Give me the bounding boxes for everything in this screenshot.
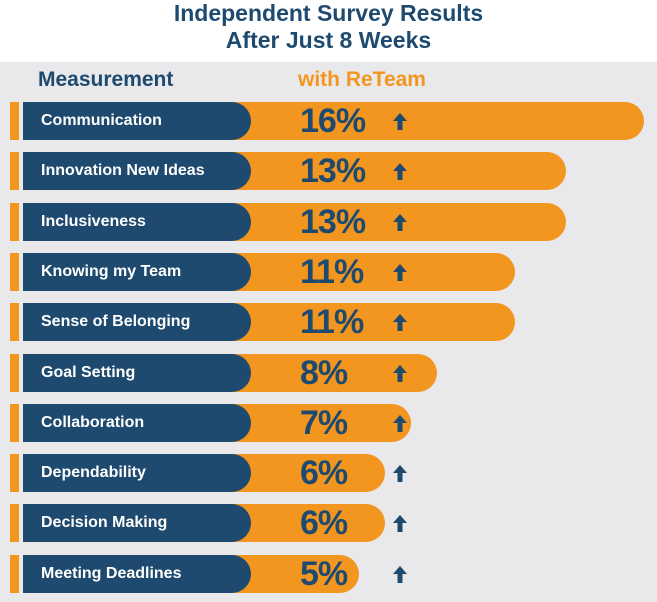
bar-row: Decision Making 6% xyxy=(0,504,657,542)
row-accent-stub xyxy=(10,454,19,492)
category-label: Inclusiveness xyxy=(23,203,251,241)
category-label: Sense of Belonging xyxy=(23,303,251,341)
value-label: 16% xyxy=(300,102,366,140)
row-accent-stub xyxy=(10,102,19,140)
title-line-1: Independent Survey Results xyxy=(173,0,484,26)
category-label: Knowing my Team xyxy=(23,253,251,291)
value-bar xyxy=(230,253,515,291)
category-label: Communication xyxy=(23,102,251,140)
bar-row: Sense of Belonging 11% xyxy=(0,303,657,341)
arrow-up-icon xyxy=(393,365,407,382)
measurement-column-header: Measurement xyxy=(38,68,174,91)
bar-row: Communication 16% xyxy=(0,102,657,140)
bar-row: Knowing my Team 11% xyxy=(0,253,657,291)
title-line-2: After Just 8 Weeks xyxy=(225,27,432,53)
bar-row: Collaboration 7% xyxy=(0,404,657,442)
row-accent-stub xyxy=(10,354,19,392)
bar-row: Meeting Deadlines 5% xyxy=(0,555,657,593)
bar-row: Dependability 6% xyxy=(0,454,657,492)
row-accent-stub xyxy=(10,152,19,190)
value-bar xyxy=(230,303,515,341)
value-label: 13% xyxy=(300,152,366,190)
arrow-up-icon xyxy=(393,566,407,583)
reteam-column-header: with ReTeam xyxy=(298,68,426,91)
category-label: Collaboration xyxy=(23,404,251,442)
chart-title: Independent Survey Results After Just 8 … xyxy=(0,0,657,62)
value-bar xyxy=(230,404,411,442)
value-label: 11% xyxy=(300,303,364,341)
value-label: 5% xyxy=(300,555,348,593)
row-accent-stub xyxy=(10,404,19,442)
value-label: 8% xyxy=(300,354,348,392)
arrow-up-icon xyxy=(393,515,407,532)
value-bar xyxy=(230,102,644,140)
arrow-up-icon xyxy=(393,465,407,482)
row-accent-stub xyxy=(10,303,19,341)
category-label: Innovation New Ideas xyxy=(23,152,251,190)
value-bar xyxy=(230,454,385,492)
row-accent-stub xyxy=(10,555,19,593)
arrow-up-icon xyxy=(393,214,407,231)
category-label: Dependability xyxy=(23,454,251,492)
value-label: 7% xyxy=(300,404,348,442)
row-accent-stub xyxy=(10,504,19,542)
arrow-up-icon xyxy=(393,264,407,281)
category-label: Meeting Deadlines xyxy=(23,555,251,593)
row-accent-stub xyxy=(10,203,19,241)
category-label: Decision Making xyxy=(23,504,251,542)
value-bar xyxy=(230,555,359,593)
arrow-up-icon xyxy=(393,163,407,180)
arrow-up-icon xyxy=(393,314,407,331)
arrow-up-icon xyxy=(393,415,407,432)
arrow-up-icon xyxy=(393,113,407,130)
value-label: 11% xyxy=(300,253,364,291)
bar-row: Innovation New Ideas 13% xyxy=(0,152,657,190)
row-accent-stub xyxy=(10,253,19,291)
value-label: 6% xyxy=(300,504,348,542)
bar-row: Goal Setting 8% xyxy=(0,354,657,392)
value-bar xyxy=(230,504,385,542)
value-label: 13% xyxy=(300,203,366,241)
category-label: Goal Setting xyxy=(23,354,251,392)
value-label: 6% xyxy=(300,454,348,492)
bar-row: Inclusiveness 13% xyxy=(0,203,657,241)
